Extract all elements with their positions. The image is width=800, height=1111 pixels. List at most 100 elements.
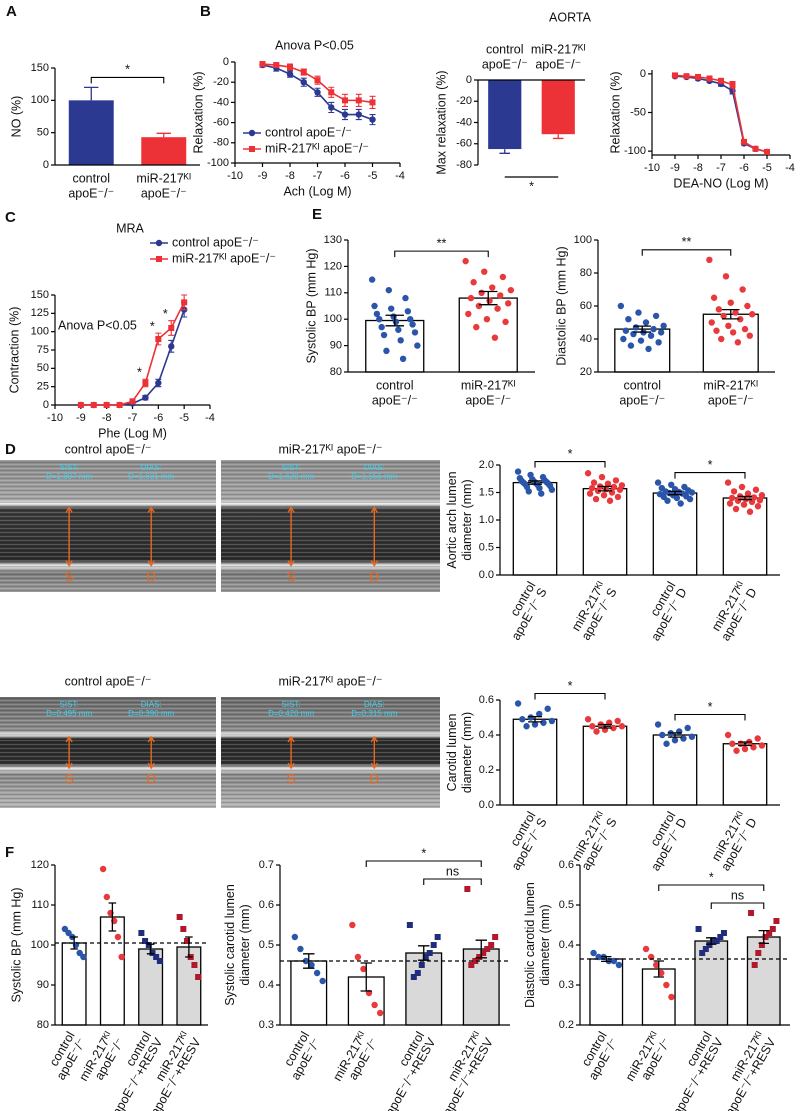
data-point bbox=[544, 705, 551, 712]
x-tick-label: apoE⁻/⁻ bbox=[708, 393, 754, 407]
significance-bracket bbox=[674, 713, 746, 721]
data-point bbox=[726, 500, 734, 507]
data-point bbox=[717, 934, 724, 940]
measurement-arrow bbox=[147, 506, 155, 567]
data-point bbox=[738, 483, 746, 491]
data-point bbox=[414, 970, 421, 976]
data-point bbox=[722, 273, 730, 280]
measurement-label: DIAS: bbox=[141, 463, 162, 472]
data-point bbox=[737, 316, 744, 323]
y-axis-label: diameter (mm) bbox=[460, 712, 474, 793]
panel-label: C bbox=[5, 209, 16, 226]
y-tick-label: 0 bbox=[223, 56, 229, 68]
significance-label: ns bbox=[731, 888, 744, 902]
error-bar bbox=[70, 936, 78, 950]
data-point bbox=[710, 938, 717, 944]
significance-label: * bbox=[708, 458, 713, 472]
x-tick-label: -10 bbox=[47, 412, 63, 424]
y-tick-label: 100 bbox=[31, 939, 49, 951]
data-point bbox=[657, 329, 665, 336]
measurement-arrow bbox=[287, 735, 295, 770]
y-tick-label: 1.0 bbox=[479, 514, 494, 526]
bar bbox=[746, 936, 781, 1026]
y-axis-label: NO (%) bbox=[9, 96, 23, 138]
x-tick-label: -9 bbox=[76, 412, 86, 424]
error-bar bbox=[146, 943, 155, 955]
data-point bbox=[142, 380, 149, 386]
data-point bbox=[604, 480, 612, 487]
x-axis-label: Ach (Log M) bbox=[283, 184, 351, 198]
legend-label: miR-217ᴷᴵ apoE⁻/⁻ bbox=[172, 251, 276, 265]
x-tick-label: -8 bbox=[693, 162, 703, 174]
data-point bbox=[371, 302, 378, 310]
data-point bbox=[308, 961, 315, 969]
y-tick-label: 0.0 bbox=[479, 569, 494, 581]
y-axis-label: Contraction (%) bbox=[7, 307, 21, 394]
y-tick-label: 120 bbox=[31, 859, 49, 871]
data-point bbox=[494, 305, 501, 312]
data-point bbox=[525, 488, 532, 495]
data-point bbox=[302, 957, 310, 965]
data-point bbox=[668, 993, 675, 1001]
data-point bbox=[291, 933, 299, 941]
data-point bbox=[746, 332, 753, 339]
data-point bbox=[754, 503, 762, 510]
legend-label: control apoE⁻/⁻ bbox=[172, 235, 259, 249]
significance-bracket bbox=[90, 76, 165, 84]
error-bar bbox=[598, 485, 612, 492]
data-point bbox=[395, 326, 402, 333]
annotation: Anova P<0.05 bbox=[58, 318, 137, 332]
y-tick-label: 100 bbox=[31, 326, 49, 338]
y-axis-label: diameter (mm) bbox=[460, 479, 474, 560]
significance-label: * bbox=[568, 679, 573, 693]
error-bar bbox=[738, 741, 752, 747]
data-point bbox=[116, 402, 123, 408]
error-bar bbox=[738, 495, 752, 501]
data-point bbox=[744, 302, 751, 310]
panel-label: B bbox=[200, 3, 211, 20]
y-tick-label: -40 bbox=[456, 116, 472, 128]
data-point bbox=[664, 497, 671, 504]
measurement-label: D=1,620 mm bbox=[268, 472, 314, 481]
x-tick-label: control bbox=[486, 42, 524, 56]
error-bar bbox=[84, 86, 99, 101]
y-tick-label: 100 bbox=[324, 313, 342, 325]
data-point bbox=[465, 310, 472, 318]
data-point bbox=[620, 335, 627, 343]
data-point bbox=[592, 495, 600, 503]
measurement-label: DIAS: bbox=[141, 700, 162, 709]
data-point bbox=[672, 72, 678, 79]
data-point bbox=[422, 954, 429, 960]
data-point bbox=[414, 342, 421, 349]
data-point bbox=[729, 329, 737, 336]
y-tick-label: 1.5 bbox=[479, 486, 494, 498]
data-point bbox=[584, 716, 592, 723]
data-point bbox=[314, 89, 321, 96]
x-tick-label: apoE⁻/⁻ bbox=[619, 393, 665, 407]
y-tick-label: 0.6 bbox=[479, 694, 494, 706]
data-point bbox=[155, 336, 162, 342]
y-tick-label: 0.5 bbox=[559, 899, 574, 911]
data-point bbox=[751, 962, 758, 968]
measurement-arrow bbox=[370, 506, 378, 567]
ultrasound-texture bbox=[0, 697, 216, 808]
data-point bbox=[426, 950, 433, 956]
y-tick-label: 0.5 bbox=[259, 939, 274, 951]
measurement-arrow bbox=[65, 506, 73, 567]
bar bbox=[365, 319, 425, 373]
data-point bbox=[519, 716, 526, 723]
y-tick-label: 100 bbox=[574, 234, 592, 246]
x-tick-label: apoE⁻/⁻ bbox=[141, 186, 187, 200]
significance-bracket bbox=[658, 884, 765, 891]
y-tick-label: 0.4 bbox=[559, 939, 574, 951]
x-tick-label: miR-217ᴷᴵ bbox=[136, 171, 191, 185]
data-point bbox=[659, 731, 666, 739]
significance-label: * bbox=[137, 366, 142, 380]
series-line bbox=[674, 75, 768, 153]
x-tick-label: miR-217ᴷᴵ bbox=[461, 378, 516, 392]
data-point bbox=[748, 910, 755, 916]
data-point bbox=[176, 914, 183, 920]
data-point bbox=[729, 740, 736, 747]
data-point bbox=[586, 490, 594, 497]
